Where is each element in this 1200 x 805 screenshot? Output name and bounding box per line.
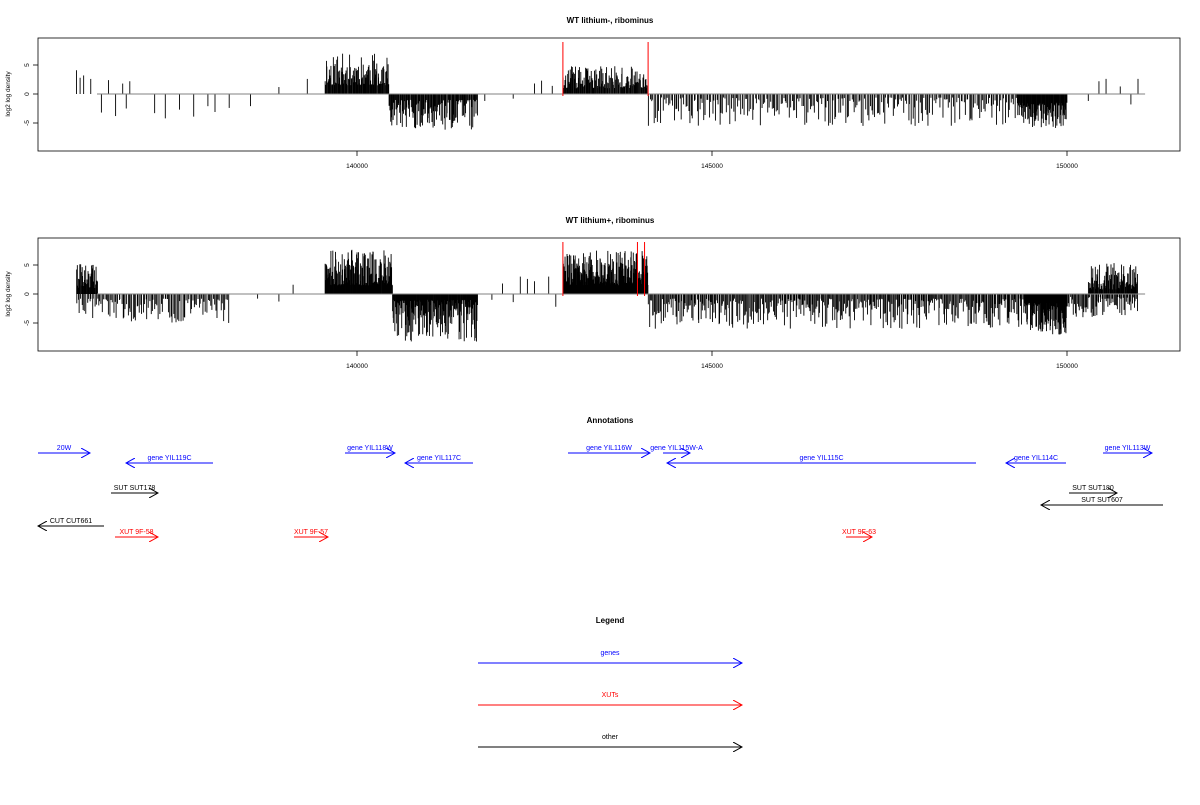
- panel-1: WT lithium-, ribominus log2 log density …: [5, 16, 1181, 170]
- annotation-label: SUT SUT180: [1072, 485, 1114, 492]
- annotation-label: gene YIL114C: [1014, 455, 1058, 462]
- annotation-label: gene YIL113W: [1105, 445, 1151, 452]
- y-tick-label: 5: [24, 63, 31, 67]
- legend-label: genes: [600, 650, 620, 657]
- panel-1-ylabel: log2 log density: [5, 71, 12, 117]
- annotation-label: 20W: [57, 445, 72, 452]
- annotations-title: Annotations: [587, 416, 634, 425]
- x-tick-label: 150000: [1056, 363, 1078, 370]
- x-tick-label: 140000: [346, 163, 368, 170]
- annotation-label: gene YIL119C: [147, 455, 191, 462]
- annotation-label: gene YIL115C: [799, 455, 843, 462]
- annotation-label: SUT SUT178: [114, 485, 156, 492]
- panel-1-frame: [37, 37, 1181, 152]
- annotations-panel: Annotations 20W gene YIL119C gene YIL118W g…: [38, 416, 1163, 537]
- annotation-label: XUT 9F-57: [294, 529, 328, 536]
- annotation-label: SUT SUT607: [1081, 497, 1123, 504]
- annotation-label: gene YIL118W: [347, 445, 393, 452]
- x-tick-label: 145000: [701, 363, 723, 370]
- annotation-arrows: 20W gene YIL119C gene YIL118W gene YIL117C g…: [38, 445, 1163, 537]
- panel-2-title: WT lithium+, ribominus: [566, 216, 655, 225]
- annotation-label: CUT CUT661: [50, 518, 92, 525]
- annotation-label: XUT 9F-58: [119, 529, 153, 536]
- y-tick-label: 0: [24, 92, 31, 96]
- x-tick-label: 145000: [701, 163, 723, 170]
- annotation-label: XUT 9F-63: [842, 529, 876, 536]
- y-tick-label: -5: [24, 120, 31, 126]
- legend-title: Legend: [596, 616, 625, 625]
- panel-1-bars: [76, 42, 1146, 130]
- panel-1-axes: 140000 145000 150000 -5 0 5: [24, 63, 1078, 170]
- y-tick-label: -5: [24, 320, 31, 326]
- legend-items: genes XUTs other: [478, 650, 742, 747]
- annotation-label: gene YIL117C: [417, 455, 461, 462]
- panel-2-frame: [37, 237, 1181, 352]
- y-tick-label: 5: [24, 263, 31, 267]
- annotation-label: gene YIL115W-A: [650, 445, 703, 452]
- panel-2-bars: [76, 242, 1146, 342]
- x-tick-label: 140000: [346, 363, 368, 370]
- legend-panel: Legend genes XUTs other: [478, 616, 742, 747]
- legend-label: XUTs: [602, 692, 619, 699]
- annotation-label: gene YIL116W: [586, 445, 632, 452]
- y-tick-label: 0: [24, 292, 31, 296]
- legend-label: other: [602, 734, 619, 741]
- panel-2-ylabel: log2 log density: [5, 271, 12, 317]
- x-tick-label: 150000: [1056, 163, 1078, 170]
- panel-2: WT lithium+, ribominus log2 log density …: [5, 216, 1181, 370]
- panel-2-axes: 140000 145000 150000 -5 0 5: [24, 263, 1078, 370]
- panel-1-title: WT lithium-, ribominus: [567, 16, 654, 25]
